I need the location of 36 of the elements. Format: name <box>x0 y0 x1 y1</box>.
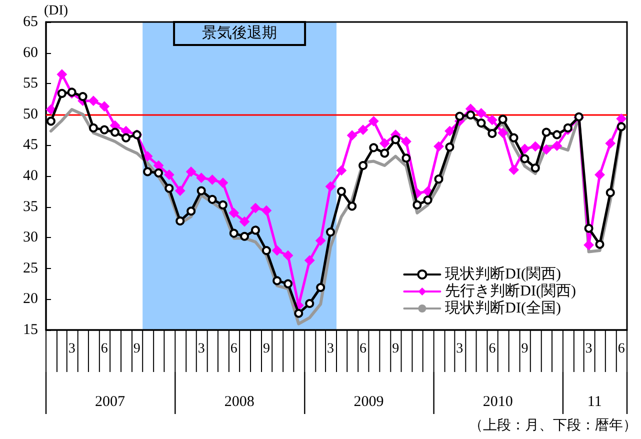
y-tick-label: 65 <box>23 14 38 30</box>
y-axis-title: (DI) <box>44 4 68 18</box>
x-tick-label: 9 <box>262 342 270 356</box>
y-tick-label: 30 <box>23 230 38 246</box>
y-tick-label: 50 <box>23 106 38 122</box>
x-tick-label: 6 <box>618 342 625 356</box>
x-tick-label: 9 <box>392 342 400 356</box>
x-tick-label: 6 <box>230 342 238 356</box>
text: 2007 <box>95 394 126 410</box>
y-tick-label: 35 <box>23 198 38 215</box>
x-tick-label: 6 <box>100 342 108 356</box>
y-tick-label: 20 <box>23 291 38 308</box>
x-tick-label: 3 <box>198 342 205 356</box>
y-tick-label: 25 <box>23 260 38 276</box>
x-tick-label: 9 <box>521 342 528 356</box>
text: （上段：月、下段：暦年） <box>469 418 637 434</box>
x-tick-label: 3 <box>68 342 76 356</box>
x-tick-label: 6 <box>488 342 496 356</box>
text: 2010 <box>482 394 513 410</box>
y-tick-label: 60 <box>23 44 38 61</box>
y-tick-label: 40 <box>23 168 38 184</box>
y-tick-label: 55 <box>23 76 38 92</box>
x-tick-label: 3 <box>326 342 334 356</box>
band-label: 景気後退期 <box>202 24 278 42</box>
x-tick-label: 9 <box>133 342 140 356</box>
legend-label: 現状判断DI(関西) <box>445 266 562 282</box>
legend-label: 先行き判断DI(関西) <box>445 282 576 300</box>
text: 11 <box>587 394 602 410</box>
legend-label: 現状判断DI(全国) <box>445 300 562 316</box>
y-tick-label: 15 <box>23 322 38 338</box>
x-tick-label: 3 <box>456 342 464 356</box>
x-tick-label: 3 <box>585 342 592 356</box>
y-tick-label: 45 <box>23 137 38 154</box>
text: 2009 <box>354 394 384 410</box>
text: 2008 <box>224 394 254 410</box>
x-tick-label: 6 <box>360 342 367 356</box>
